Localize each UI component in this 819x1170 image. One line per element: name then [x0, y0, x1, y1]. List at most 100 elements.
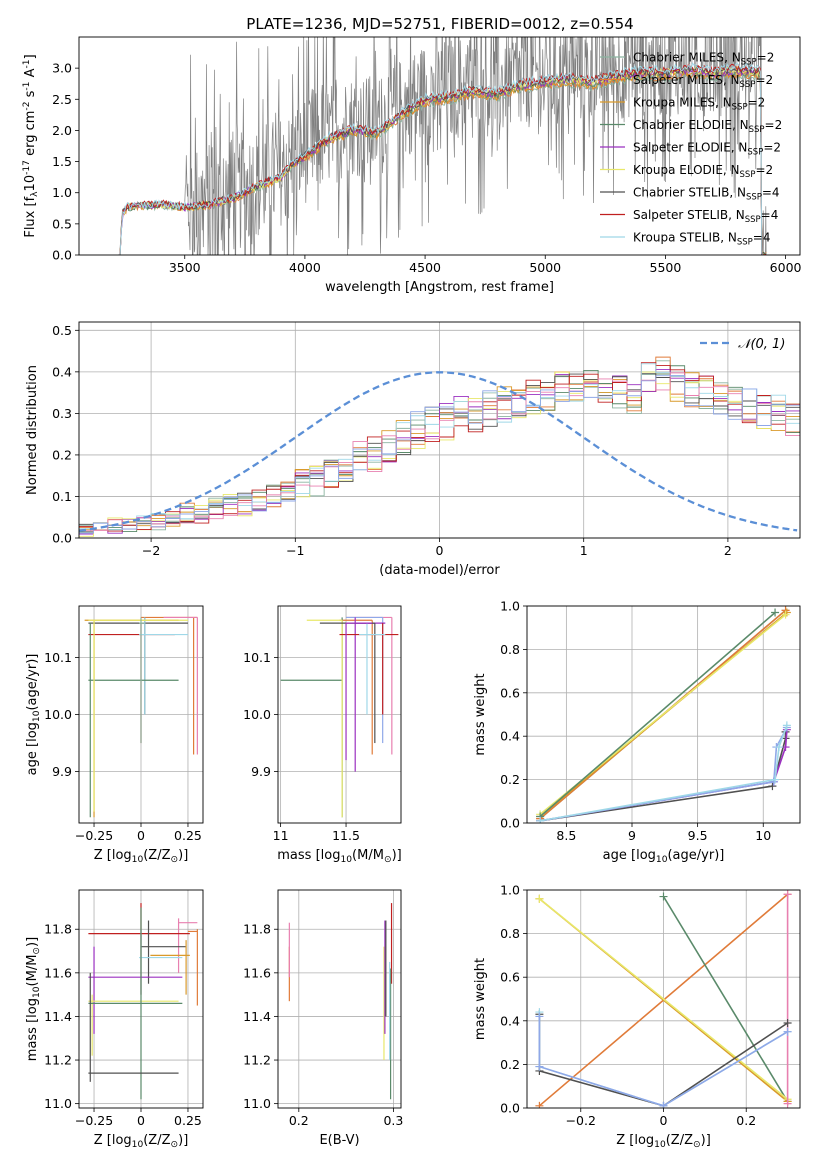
y-axis-label: Flux [fλ​10-17​ erg cm-2​ s-1​ A-1​] [22, 54, 40, 237]
weight-line [539, 729, 788, 822]
label-subsup: -17 [22, 160, 32, 175]
y-axis-label: mass weight [473, 958, 488, 1040]
x-tick-label: −2 [142, 543, 160, 558]
x-tick-label: −0.25 [75, 828, 113, 843]
weight-line [538, 1016, 789, 1107]
weight_vs_age-axes: 8.5 9 9.5 10 0.0 0.2 0.4 0.6 0.8 1.0 age [log10​(a… [473, 599, 801, 865]
x-axis-label: Z [log10​(Z/Z⊙​)] [94, 1133, 189, 1150]
y-tick-label: 0.1 [52, 489, 72, 504]
weight-marker [535, 1062, 544, 1071]
weight-marker [535, 1012, 544, 1021]
weight-line [539, 611, 776, 818]
axes-frame [277, 605, 402, 824]
age_vs_Z-points [84, 616, 198, 818]
histogram-step [79, 365, 800, 533]
y-tick-label: 0.3 [52, 406, 72, 421]
legend-label: Kroupa STELIB, NSSP=4 [633, 231, 771, 248]
label-subsup: 10 [340, 855, 352, 865]
label-part: (Z/Z [143, 1133, 170, 1148]
y-tick-label: 0.4 [500, 1013, 520, 1028]
label-subsup: ⊙ [171, 1140, 179, 1150]
label-subsup: 10 [132, 1140, 144, 1150]
label-subsup: λ [30, 191, 40, 197]
y-tick-label: 11.6 [243, 965, 271, 980]
histogram-step [79, 371, 800, 537]
axes-frame [78, 36, 801, 256]
legend-label-name: Kroupa ELODIE, N [633, 163, 740, 177]
weight-line [538, 898, 789, 1100]
legend-label: Kroupa ELODIE, NSSP=2 [633, 163, 773, 180]
label-part: wavelength [Angstrom, rest frame] [325, 280, 554, 295]
x-tick-label: 0.25 [174, 1113, 202, 1128]
mass_vs_Z-axes: −0.25 0 0.25 11.0 11.2 11.4 11.6 11.8 Z [log10​(… [25, 889, 204, 1150]
y-axis-label: mass weight [473, 673, 488, 755]
legend-label-n: =2 [757, 51, 775, 65]
mass_vs_Z-points [88, 903, 198, 1100]
legend-label-name: Chabrier MILES, N [633, 51, 741, 65]
label-part: (data-model)/error [379, 563, 500, 578]
label-subsup: ⊙ [384, 855, 392, 865]
legend-label: Kroupa MILES, NSSP=2 [633, 96, 765, 113]
legend-label-name: Salpeter ELODIE, N [633, 141, 747, 155]
figure-title: PLATE=1236, MJD=52751, FIBERID=0012, z=0… [246, 15, 633, 33]
weight-marker [783, 1018, 792, 1027]
y-tick-label: 11.0 [243, 1096, 271, 1111]
y-tick-label: 11.8 [44, 922, 72, 937]
legend-label-n: =4 [762, 186, 780, 200]
y-tick-label: 11.4 [243, 1009, 271, 1024]
legend-label-sub: SSP [732, 103, 748, 113]
y-tick-label: 0.2 [500, 1057, 520, 1072]
x-axis-label: Z [log10​(Z/Z⊙​)] [94, 848, 189, 865]
x-axis-label: (data-model)/error [379, 563, 500, 578]
legend-label-sub: SSP [745, 215, 761, 225]
legend-label-name: Salpeter STELIB, N [633, 208, 745, 222]
y-tick-label: 11.2 [44, 1053, 72, 1068]
y-tick-label: 1.0 [52, 185, 72, 200]
legend-label-sub: SSP [737, 238, 753, 248]
legend-label-n: =2 [765, 118, 783, 132]
label-part: (M/M [25, 955, 40, 987]
axes-frame [78, 889, 204, 1109]
legend-label-n: =4 [761, 208, 779, 222]
weight-marker [768, 782, 777, 791]
label-subsup: ⊙ [32, 947, 42, 955]
label-part: )] [178, 1133, 188, 1148]
label-subsup: -1 [22, 82, 32, 91]
x-tick-label: 2 [724, 543, 732, 558]
y-tick-label: 1.5 [52, 154, 72, 169]
mass_vs_ebv-axes: 0.2 0.3 11.0 11.2 11.4 11.6 11.8 E(B-V) [243, 889, 403, 1148]
weight_vs_Z-lines [535, 890, 792, 1108]
y-tick-label: 10.1 [243, 650, 271, 665]
weight-marker [783, 1027, 792, 1036]
y-tick-label: 0.0 [500, 1101, 520, 1116]
y-tick-label: 9.9 [251, 764, 271, 779]
x-axis-label: age [log10​(age/yr)] [603, 848, 725, 865]
y-tick-label: 0.5 [52, 216, 72, 231]
histogram-step [79, 373, 800, 526]
axes-frame [526, 889, 801, 1109]
y-tick-label: 0.4 [500, 729, 520, 744]
axes-frame [277, 889, 402, 1109]
y-tick-label: 0.6 [500, 970, 520, 985]
legend-label-n: =2 [755, 163, 773, 177]
x-tick-label: −1 [286, 543, 304, 558]
weight-marker [775, 743, 783, 752]
weight-marker [783, 890, 792, 899]
histogram-step [79, 360, 800, 531]
label-part: )] [701, 1133, 711, 1148]
x-tick-label: 8.5 [556, 828, 576, 843]
y-tick-label: 9.9 [52, 764, 72, 779]
plots: 3500 4000 4500 5000 5500 6000 0.0 0.5 1.0 1.5 2.0 2… [22, 36, 802, 1150]
y-tick-label: 11.8 [243, 922, 271, 937]
weight-line [539, 731, 787, 822]
y-tick-label: 0.2 [500, 772, 520, 787]
age_vs_Z-axes: −0.25 0 0.25 9.9 10.0 10.1 Z [log10​(Z/Z⊙​)] ag… [25, 605, 204, 865]
legend-label-sub: SSP [740, 170, 756, 180]
x-tick-label: 4000 [289, 260, 321, 275]
x-tick-label: 0.25 [174, 828, 202, 843]
legend-label-sub: SSP [747, 148, 763, 158]
label-part: )] [178, 848, 188, 863]
histogram-step [79, 375, 800, 534]
